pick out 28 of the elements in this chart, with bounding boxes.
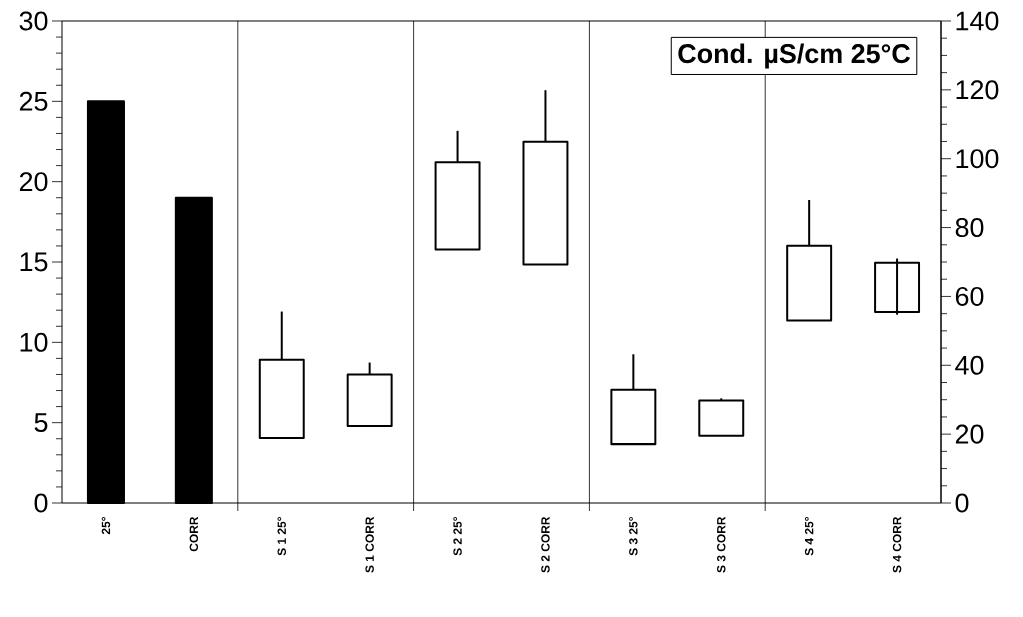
x-tick-label: S 4 CORR	[892, 516, 902, 573]
y-tick-label: 0	[34, 493, 48, 513]
y2-tick-label: 140	[956, 11, 999, 31]
x-tick-label: S 2 25°	[453, 517, 462, 556]
y-tick-label: 10	[20, 332, 48, 352]
x-tick-label: S 3 25°	[629, 517, 638, 556]
y2-tick-label: 20	[955, 424, 984, 444]
y-tick-label: 5	[34, 413, 48, 433]
y-tick-label: 15	[20, 252, 48, 272]
x-tick-label: S 4 25°	[804, 517, 814, 556]
x-tick-label: S 1 25°	[277, 517, 286, 556]
y2-tick-label: 40	[955, 355, 984, 375]
y-tick-label: 25	[19, 91, 48, 111]
y2-tick-label: 0	[955, 493, 969, 513]
x-tick-label: CORR	[189, 516, 199, 552]
bar	[698, 399, 745, 437]
y2-tick-label: 100	[956, 149, 999, 169]
x-tick-label: S 1 CORR	[365, 516, 374, 573]
bar	[874, 261, 921, 313]
y-tick-label: 30	[19, 11, 48, 31]
x-tick-label: 25°	[101, 517, 111, 535]
y2-tick-label: 120	[956, 80, 999, 100]
x-tick-label: S 3 CORR	[717, 516, 726, 573]
annotation: Cond. µS/cm 25°C	[678, 43, 911, 69]
y-tick-label: 20	[19, 172, 48, 192]
y2-tick-label: 60	[955, 286, 984, 306]
x-tick-label: S 2 CORR	[541, 516, 550, 573]
y2-tick-label: 80	[955, 218, 984, 238]
